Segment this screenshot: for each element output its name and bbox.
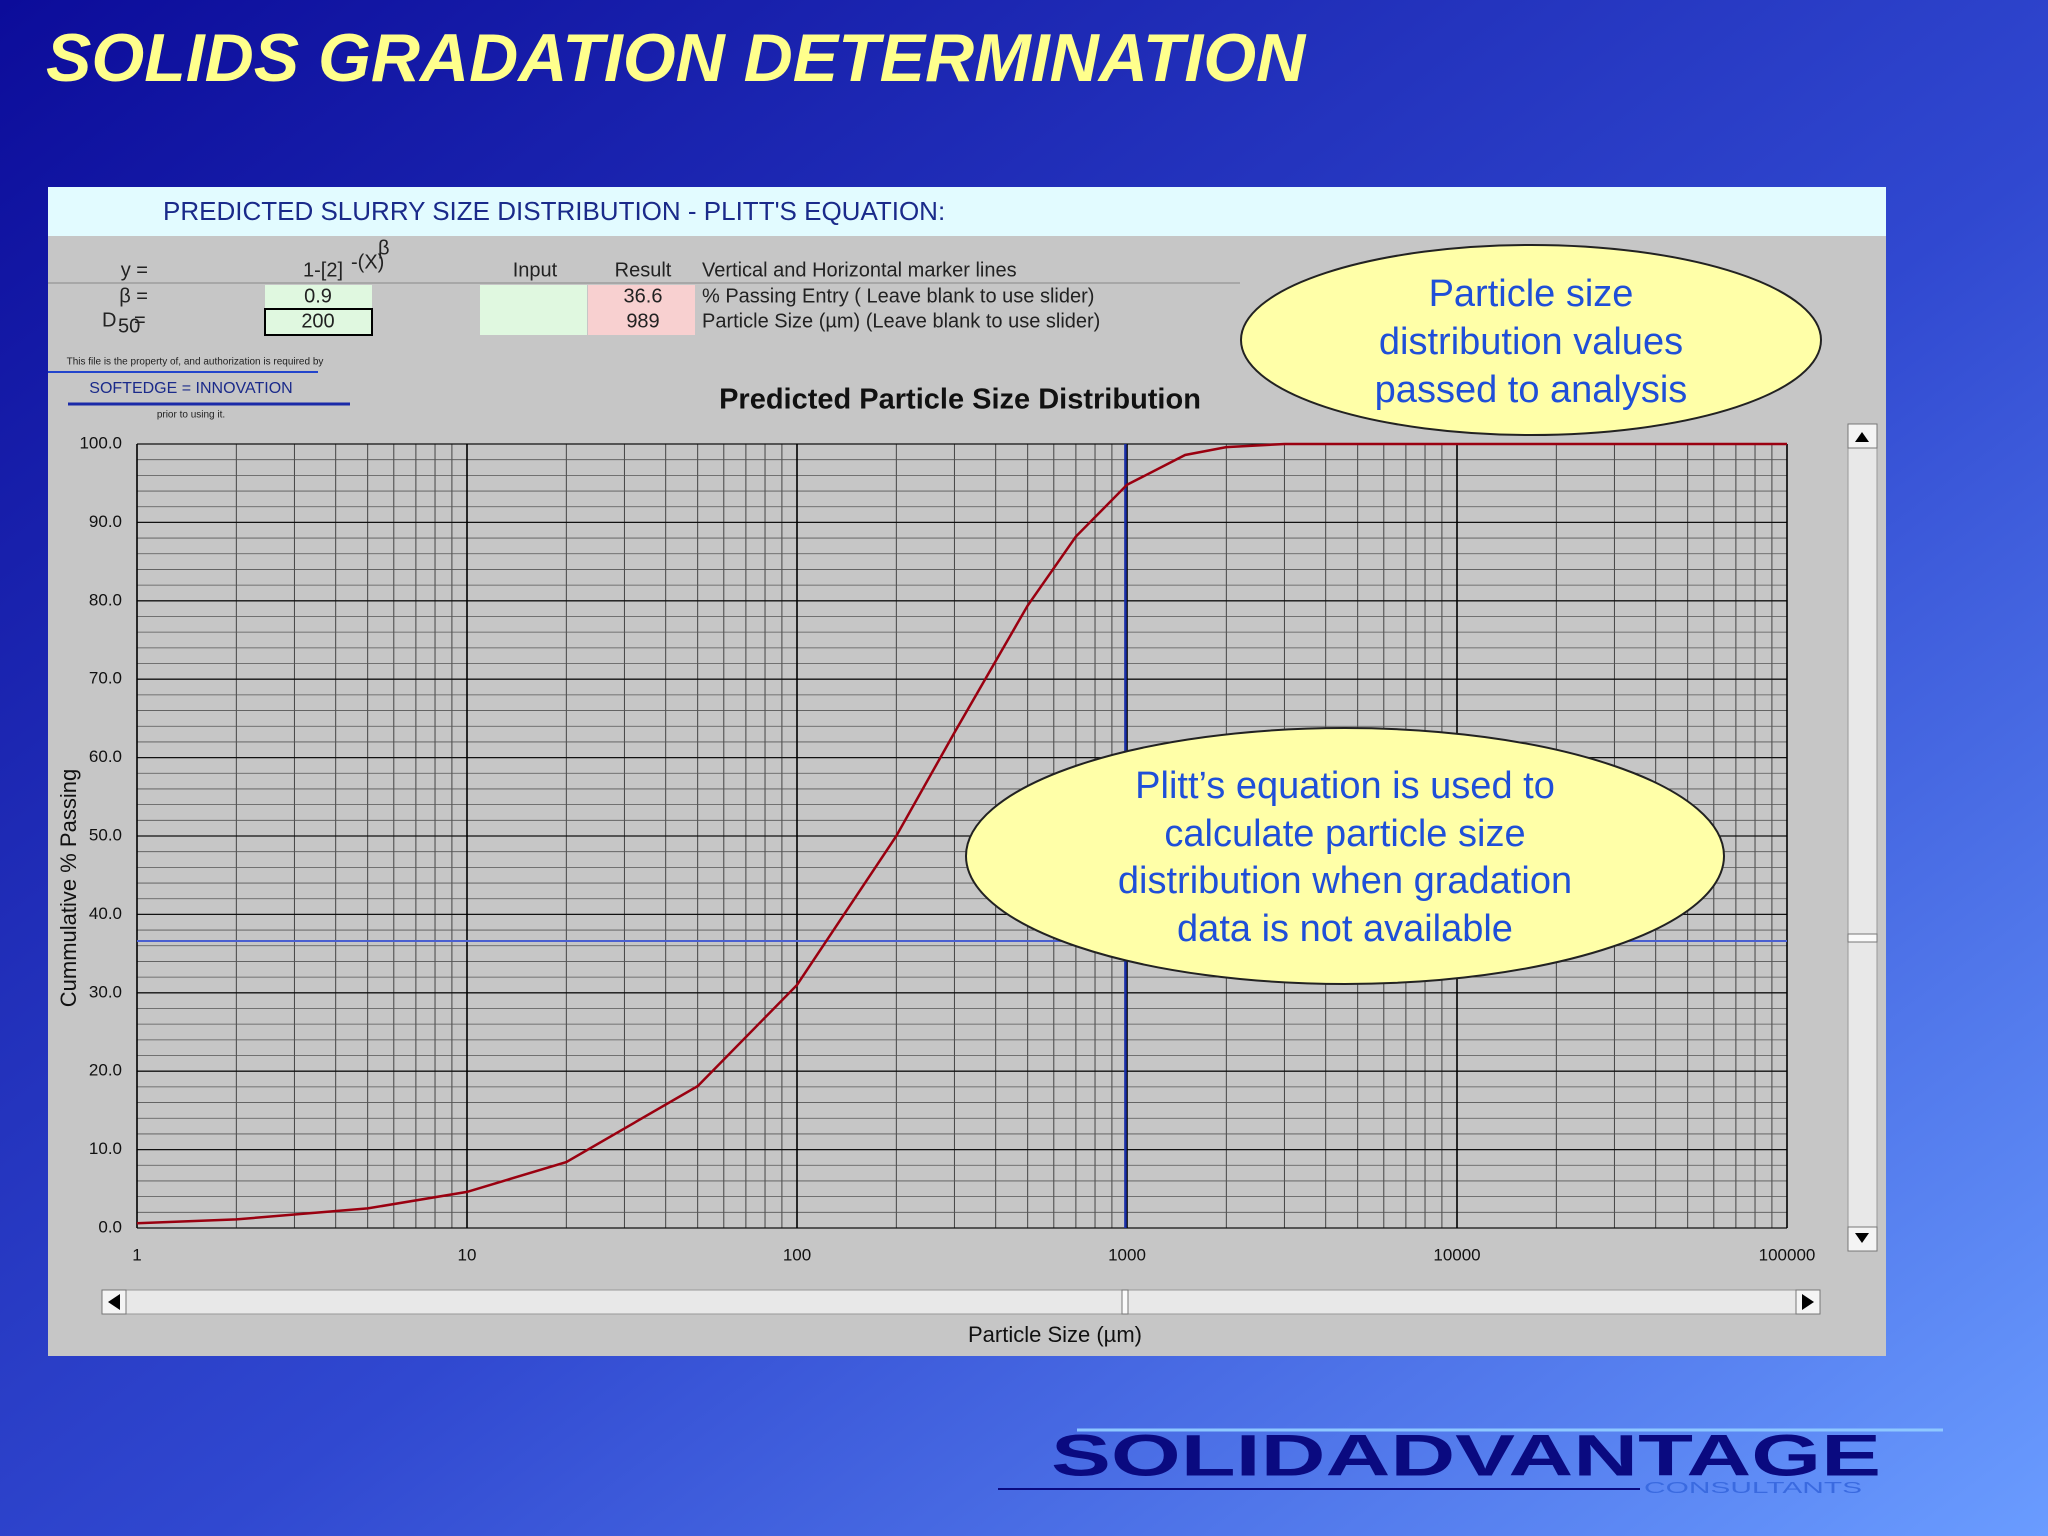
h-scrollbar[interactable] [101, 1289, 1821, 1315]
callout-bubble [965, 727, 1725, 985]
callout-text: Plitt’s equation is used to [1135, 765, 1555, 807]
x-tick-label: 10 [458, 1245, 477, 1264]
form-label: β = [119, 285, 148, 307]
y-tick-label: 10.0 [89, 1139, 122, 1158]
row-description: Particle Size (µm) (Leave blank to use s… [702, 310, 1100, 332]
callout-text: passed to analysis [1375, 369, 1688, 411]
callout-text: distribution when gradation [1118, 860, 1572, 902]
arrow [108, 1294, 120, 1310]
form: y = 1-[2] -(X) β Input Result Vertical a… [48, 237, 1240, 337]
scroll-left[interactable] [101, 1289, 127, 1315]
arrow [1855, 432, 1869, 442]
slide-title: SOLIDS GRADATION DETERMINATION [46, 20, 1307, 96]
callout-bubble [1240, 244, 1822, 436]
arrow [1855, 1233, 1869, 1243]
y-tick-label: 80.0 [89, 590, 122, 609]
callout-text: Particle size [1429, 273, 1634, 315]
column-header: Result [615, 259, 672, 281]
y-tick-label: 30.0 [89, 982, 122, 1001]
form-label: = [134, 309, 146, 331]
column-header: Vertical and Horizontal marker lines [702, 259, 1017, 281]
y-tick-label: 70.0 [89, 669, 122, 688]
company-logo: SOLIDADVANTAGE CONSULTANTS [998, 1423, 1943, 1497]
panel-header [48, 187, 1886, 236]
chart-title: Predicted Particle Size Distribution [719, 384, 1201, 416]
form-label: D [102, 309, 116, 331]
y-tick-label: 60.0 [89, 747, 122, 766]
x-tick-label: 10000 [1433, 1245, 1480, 1264]
input-cell [264, 308, 373, 336]
callout-text: distribution values [1379, 321, 1683, 363]
y-tick-label: 50.0 [89, 825, 122, 844]
scroll-thumb[interactable] [1847, 933, 1878, 943]
result-cell [588, 285, 695, 335]
x-tick-label: 1000 [1108, 1245, 1146, 1264]
panel-title: PREDICTED SLURRY SIZE DISTRIBUTION - PLI… [163, 196, 945, 226]
x-axis-label: Particle Size (µm) [968, 1322, 1142, 1347]
x-tick-label: 1 [132, 1245, 141, 1264]
y-tick-label: 90.0 [89, 512, 122, 531]
callout-text: calculate particle size [1164, 813, 1525, 855]
input-cell [265, 285, 372, 309]
logo-sub: CONSULTANTS [1644, 1480, 1862, 1497]
formula: 1-[2] [303, 259, 343, 281]
form-label-sub: 50 [118, 315, 140, 337]
logo-name: SOLIDADVANTAGE [1051, 1423, 1881, 1488]
input-value: 200 [301, 310, 334, 332]
scroll-track[interactable] [1847, 423, 1878, 1252]
column-header: Input [513, 259, 558, 281]
y-axis-label: Cummulative % Passing [56, 769, 81, 1007]
notice: This file is the property of, and author… [67, 357, 324, 368]
y-tick-label: 20.0 [89, 1061, 122, 1080]
form-label: y = [121, 259, 148, 281]
x-tick-label: 100 [783, 1245, 811, 1264]
y-tick-label: 100.0 [79, 433, 122, 452]
v-scrollbar[interactable] [1847, 423, 1878, 1252]
y-tick-label: 40.0 [89, 904, 122, 923]
input-cell [480, 285, 587, 335]
scroll-thumb[interactable] [1121, 1289, 1129, 1315]
arrow [1802, 1294, 1814, 1310]
result-value: 989 [626, 310, 659, 332]
formula-power: β [378, 237, 390, 259]
callout-text: data is not available [1177, 908, 1513, 950]
result-value: 36.6 [624, 285, 663, 307]
row-description: % Passing Entry ( Leave blank to use sli… [702, 285, 1094, 307]
softedge-logo: This file is the property of, and author… [48, 357, 350, 421]
y-tick-label: 0.0 [98, 1217, 122, 1236]
data-line [136, 442, 1787, 1225]
input-value: 0.9 [304, 285, 332, 307]
x-tick-label: 100000 [1759, 1245, 1816, 1264]
plot: 0.0 10.0 20.0 30.0 40.0 50.0 60.0 70.0 80.0 90.0 1… [79, 433, 1815, 1264]
softedge-name: SOFTEDGE = INNOVATION [89, 380, 292, 397]
notice: prior to using it. [157, 410, 225, 421]
formula-exponent: -(X) [351, 251, 384, 273]
scroll-track[interactable] [101, 1289, 1821, 1315]
